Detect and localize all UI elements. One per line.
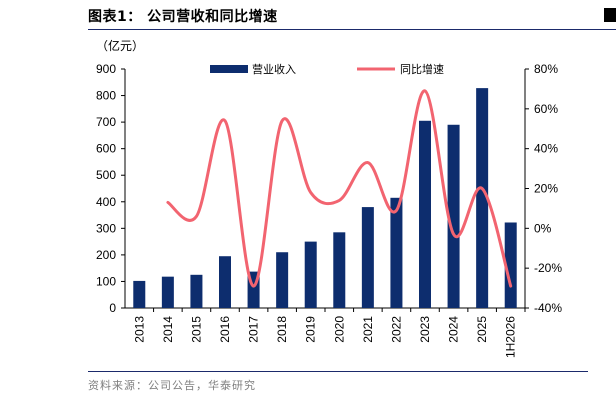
x-tick-label: 2021 [361, 316, 375, 343]
right-tick-label: 40% [534, 142, 558, 156]
revenue-bar [447, 124, 460, 309]
right-tick-label: -20% [534, 261, 562, 275]
x-axis-ticks: 2013 2014 2015 2016 2017 2018 2019 2020 2021 2022… [132, 308, 526, 358]
revenue-bar [276, 252, 289, 308]
revenue-bars [133, 88, 517, 309]
revenue-bar [361, 207, 374, 308]
left-tick-label: 500 [96, 168, 116, 182]
revenue-bar [304, 241, 317, 308]
growth-line-layer [166, 89, 513, 288]
source-divider [88, 371, 588, 372]
chart-legend: 营业收入 同比增速 [210, 62, 444, 76]
x-tick-label: 2013 [132, 316, 146, 343]
x-tick-label: 2022 [389, 316, 403, 343]
revenue-bar [390, 197, 403, 308]
right-tick-label: 80% [534, 62, 558, 76]
right-tick-label: 60% [534, 102, 558, 116]
left-tick-label: 200 [96, 248, 116, 262]
right-tick-label: -40% [534, 301, 562, 315]
x-tick-label: 2017 [247, 316, 261, 343]
x-tick-label: 2019 [304, 316, 318, 343]
legend-label-revenue: 营业收入 [252, 62, 296, 76]
left-axis-unit: （亿元） [96, 38, 144, 53]
title-divider [88, 29, 616, 30]
left-tick-label: 800 [96, 89, 116, 103]
left-tick-label: 900 [96, 62, 116, 76]
adjacent-figure-edge [604, 8, 616, 22]
revenue-bar [190, 274, 203, 308]
left-axis-ticks: 0 100 200 300 400 500 600 700 800 900 [96, 62, 125, 315]
x-tick-label: 2014 [161, 316, 175, 343]
figure-title: 图表1： 公司营收和同比增速 [88, 9, 278, 25]
legend-label-growth: 同比增速 [400, 62, 444, 76]
revenue-bar [219, 256, 231, 308]
right-tick-label: 0% [534, 221, 552, 235]
x-tick-label: 1H2026 [504, 316, 518, 358]
revenue-bar [133, 280, 146, 308]
left-tick-label: 0 [109, 301, 116, 315]
growth-line [166, 89, 513, 288]
left-tick-label: 700 [96, 115, 116, 129]
left-tick-label: 400 [96, 195, 116, 209]
x-tick-label: 2020 [332, 316, 346, 343]
x-tick-label: 2015 [189, 316, 203, 343]
right-axis-ticks: -40% -20% 0% 20% 40% 60% 80% [525, 62, 562, 315]
revenue-bar [476, 88, 489, 309]
revenue-bar [419, 120, 431, 309]
x-tick-label: 2025 [475, 316, 489, 343]
revenue-bar [333, 232, 346, 308]
revenue-bar [504, 222, 517, 308]
x-tick-label: 2018 [275, 316, 289, 343]
left-tick-label: 100 [96, 274, 116, 288]
x-tick-label: 2023 [418, 316, 432, 343]
legend-swatch-revenue [210, 65, 248, 73]
left-tick-label: 600 [96, 142, 116, 156]
x-tick-label: 2016 [218, 316, 232, 343]
revenue-bar [161, 276, 174, 308]
source-note: 资料来源：公司公告，华泰研究 [88, 379, 256, 392]
left-tick-label: 300 [96, 221, 116, 235]
x-tick-label: 2024 [447, 316, 461, 343]
chart-axes [124, 69, 526, 309]
revenue-bar [247, 271, 260, 308]
right-tick-label: 20% [534, 182, 558, 196]
